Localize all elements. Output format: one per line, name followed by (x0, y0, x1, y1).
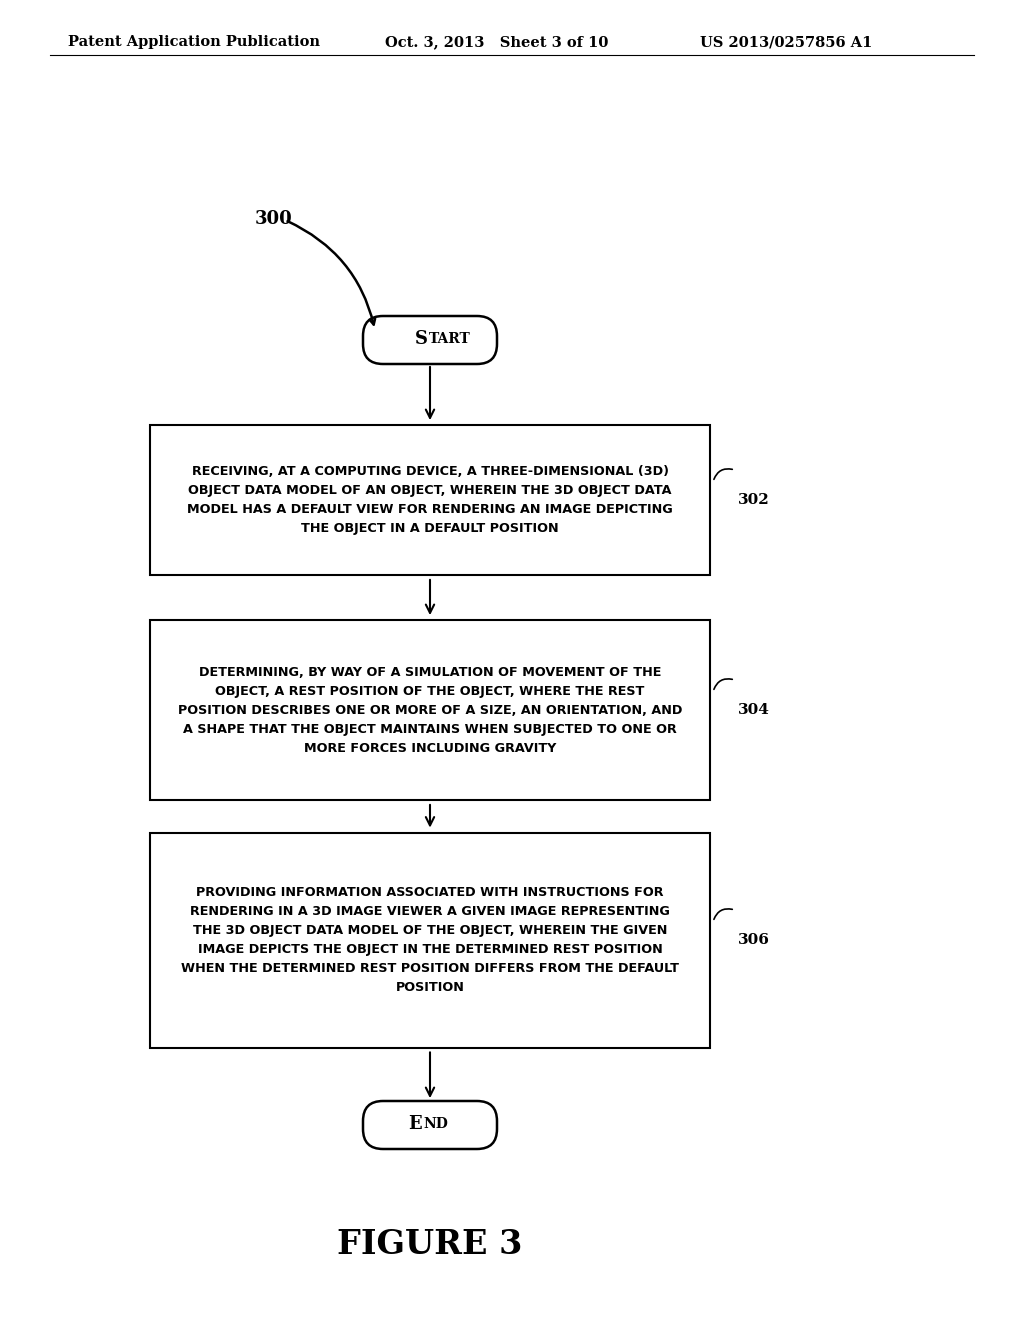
Text: PROVIDING INFORMATION ASSOCIATED WITH INSTRUCTIONS FOR
RENDERING IN A 3D IMAGE V: PROVIDING INFORMATION ASSOCIATED WITH IN… (181, 886, 679, 994)
Text: TART: TART (429, 333, 471, 346)
Text: 302: 302 (738, 492, 770, 507)
Text: US 2013/0257856 A1: US 2013/0257856 A1 (700, 36, 872, 49)
FancyBboxPatch shape (362, 1101, 497, 1148)
Text: FIGURE 3: FIGURE 3 (337, 1229, 522, 1262)
FancyBboxPatch shape (150, 425, 710, 576)
Text: RECEIVING, AT A COMPUTING DEVICE, A THREE-DIMENSIONAL (3D)
OBJECT DATA MODEL OF : RECEIVING, AT A COMPUTING DEVICE, A THRE… (187, 465, 673, 535)
Text: 306: 306 (738, 933, 770, 946)
FancyBboxPatch shape (150, 620, 710, 800)
FancyBboxPatch shape (150, 833, 710, 1048)
Text: DETERMINING, BY WAY OF A SIMULATION OF MOVEMENT OF THE
OBJECT, A REST POSITION O: DETERMINING, BY WAY OF A SIMULATION OF M… (178, 665, 682, 755)
FancyBboxPatch shape (362, 315, 497, 364)
Text: S: S (415, 330, 428, 348)
Text: Patent Application Publication: Patent Application Publication (68, 36, 319, 49)
Text: 300: 300 (255, 210, 293, 228)
Text: Oct. 3, 2013   Sheet 3 of 10: Oct. 3, 2013 Sheet 3 of 10 (385, 36, 608, 49)
Text: E: E (409, 1115, 422, 1133)
Text: ND: ND (423, 1117, 447, 1131)
Text: 304: 304 (738, 704, 770, 717)
